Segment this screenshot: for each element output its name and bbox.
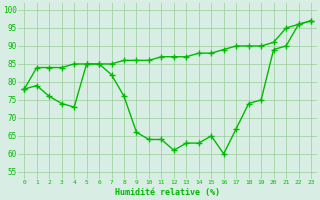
X-axis label: Humidité relative (%): Humidité relative (%) <box>115 188 220 197</box>
